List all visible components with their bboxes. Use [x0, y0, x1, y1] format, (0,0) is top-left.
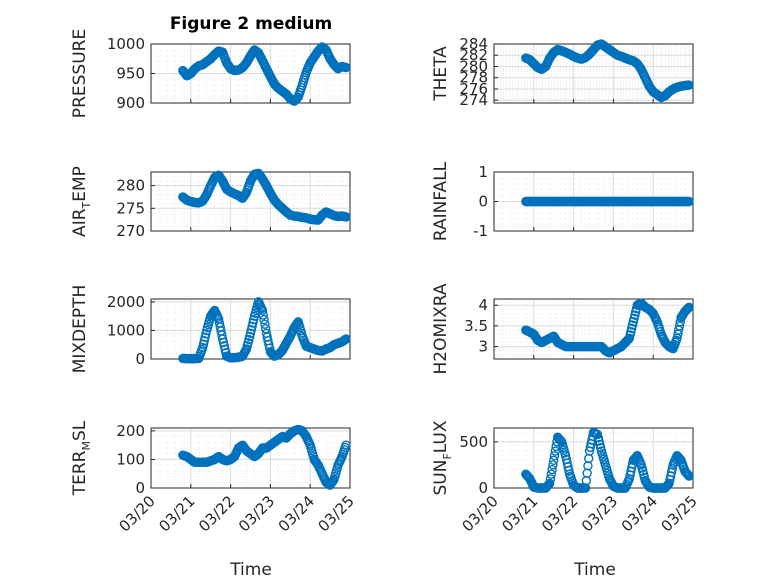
y-axis-label: AIRTEMP	[70, 166, 93, 237]
y-tick-label: -1	[473, 222, 488, 240]
y-tick-label: 1	[478, 163, 488, 181]
data-point	[258, 310, 268, 320]
data-point	[682, 304, 693, 314]
y-tick-label: 275	[116, 199, 145, 217]
y-tick-label: 284	[459, 35, 488, 53]
y-tick-label: 280	[459, 57, 488, 75]
data-point	[341, 212, 351, 222]
data-point	[341, 62, 351, 73]
y-tick-label: 274	[459, 91, 488, 109]
data-point	[544, 479, 554, 490]
series-markers	[521, 298, 694, 358]
data-point	[543, 480, 553, 490]
figure-title: Figure 2 medium	[170, 14, 332, 34]
y-tick-label: 0	[135, 350, 145, 368]
data-point	[681, 305, 692, 315]
subplot-h2omixra: 3 3.5 4 H2OMIXRA	[431, 283, 694, 375]
data-point	[291, 94, 301, 105]
y-tick-label: 282	[459, 46, 488, 64]
y-tick-label: 0	[478, 193, 488, 211]
data-point	[623, 335, 633, 345]
y-tick-label: 1000	[107, 35, 145, 53]
y-axis-label: PRESSURE	[70, 29, 90, 118]
y-tick-label: 3	[478, 338, 488, 356]
y-tick-label: 200	[116, 422, 145, 440]
subplot-pressure: 900 950 1000 PRESSURE	[70, 29, 351, 118]
y-tick-label: 900	[116, 94, 145, 112]
series-markers	[178, 168, 351, 225]
data-point	[663, 479, 674, 490]
y-tick-label: 500	[459, 433, 488, 451]
y-tick-label: 3.5	[464, 317, 488, 335]
subplot-air-temp: 270 275 280 AIRTEMP	[70, 166, 351, 240]
axes-box	[150, 427, 351, 489]
data-point	[545, 474, 556, 484]
data-point	[547, 464, 557, 475]
data-point	[564, 465, 574, 476]
axes-box	[150, 298, 351, 360]
x-axis-label-left: Time	[229, 560, 272, 580]
data-point	[673, 452, 684, 463]
data-point	[549, 450, 560, 461]
subplot-mixdepth: 0 1000 2000 MIXDEPTH	[70, 285, 351, 374]
y-tick-label: 270	[116, 222, 145, 240]
data-point	[260, 319, 270, 329]
y-tick-label: 100	[116, 450, 145, 468]
series-markers	[178, 424, 351, 490]
y-axis-label: MIXDEPTH	[70, 285, 90, 374]
data-point	[684, 196, 694, 207]
y-tick-label: 278	[459, 69, 488, 87]
data-point	[662, 480, 673, 490]
subplot-rainfall: -1 0 1 RAINFALL	[431, 161, 694, 241]
data-point	[683, 303, 693, 313]
y-tick-label: 950	[116, 65, 145, 83]
series-markers	[178, 42, 351, 106]
y-tick-label: 2000	[107, 293, 145, 311]
series-markers	[521, 196, 694, 207]
y-tick-label: 4	[478, 296, 488, 314]
y-tick-label: 0	[478, 479, 488, 497]
y-axis-label: TERRMSL	[70, 420, 93, 496]
data-point	[684, 471, 694, 481]
y-tick-label: 0	[135, 479, 145, 497]
data-point	[684, 80, 694, 90]
series-markers	[178, 297, 351, 364]
data-point	[548, 460, 558, 470]
data-point	[684, 302, 694, 312]
data-point	[549, 455, 559, 466]
data-point	[259, 314, 269, 325]
y-axis-label: RAINFALL	[431, 161, 451, 241]
data-point	[545, 478, 555, 489]
data-point	[546, 469, 557, 479]
data-point	[341, 334, 351, 344]
data-point	[682, 469, 693, 479]
data-point	[341, 440, 351, 450]
minor-grid	[494, 44, 693, 104]
y-tick-label: 276	[459, 80, 488, 98]
data-point	[550, 446, 560, 456]
axes-box	[493, 298, 694, 360]
x-axis-label-right: Time	[573, 560, 616, 580]
series-markers	[521, 39, 694, 103]
series-markers	[521, 427, 694, 493]
y-axis-label: SUNFLUX	[431, 420, 454, 495]
data-point	[681, 468, 692, 478]
y-tick-label: 1000	[107, 321, 145, 339]
y-tick-label: 280	[116, 177, 145, 195]
y-axis-label: THETA	[431, 46, 451, 102]
data-point	[683, 470, 693, 480]
data-point	[257, 305, 268, 316]
y-axis-label: H2OMIXRA	[431, 283, 451, 374]
